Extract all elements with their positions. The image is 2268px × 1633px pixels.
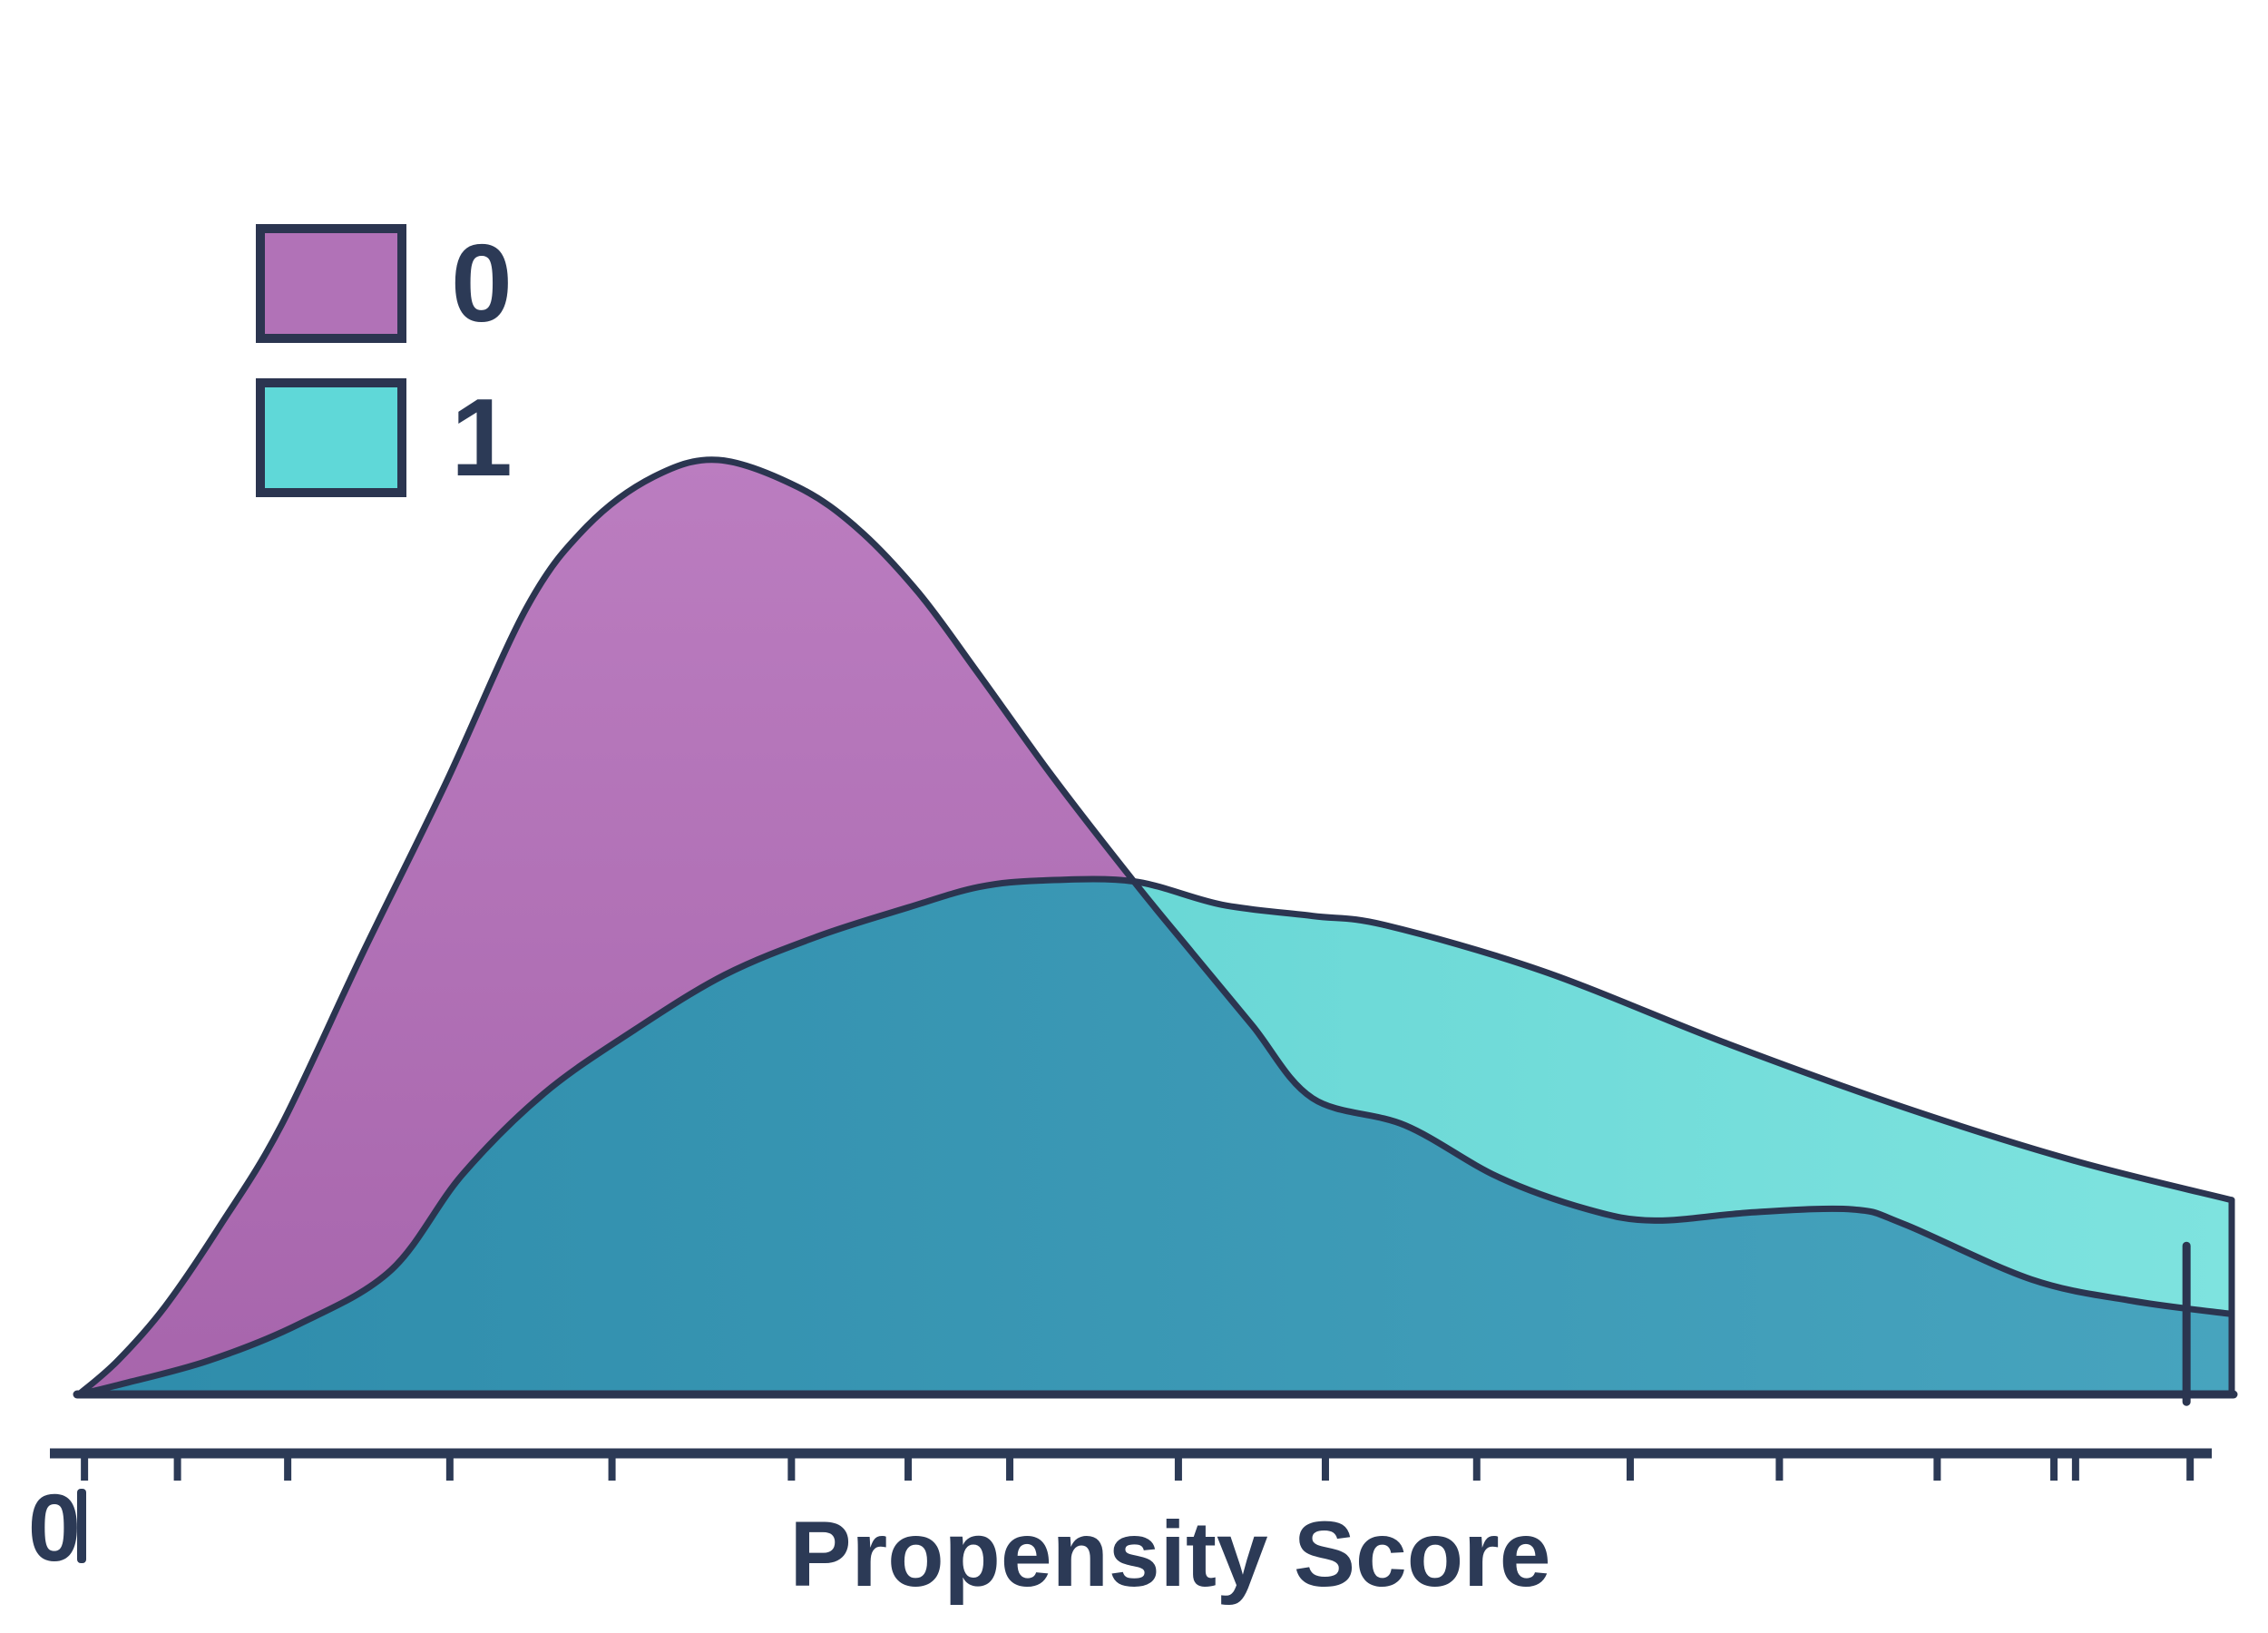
x-axis-tick-label-zero: 0 (28, 1475, 81, 1581)
curve-outlines (73, 456, 2238, 1406)
legend-swatch-group-1 (256, 378, 406, 497)
x-axis-stray-tick-mark (77, 1489, 86, 1563)
legend-label-group-1: 1 (451, 376, 513, 499)
density-areas (79, 459, 2232, 1395)
density-overlap-area (79, 880, 2232, 1394)
legend-label-group-0: 0 (451, 221, 513, 345)
density-curve-group-1 (75, 875, 2235, 1398)
x-axis: 0 Propensity Score (28, 1448, 2212, 1606)
legend: 0 1 (256, 221, 513, 499)
x-axis-ticks (81, 1453, 2195, 1481)
x-axis-title: Propensity Score (790, 1502, 1551, 1606)
legend-swatch-group-0 (256, 224, 406, 343)
density-curve-group-0 (75, 456, 2235, 1398)
